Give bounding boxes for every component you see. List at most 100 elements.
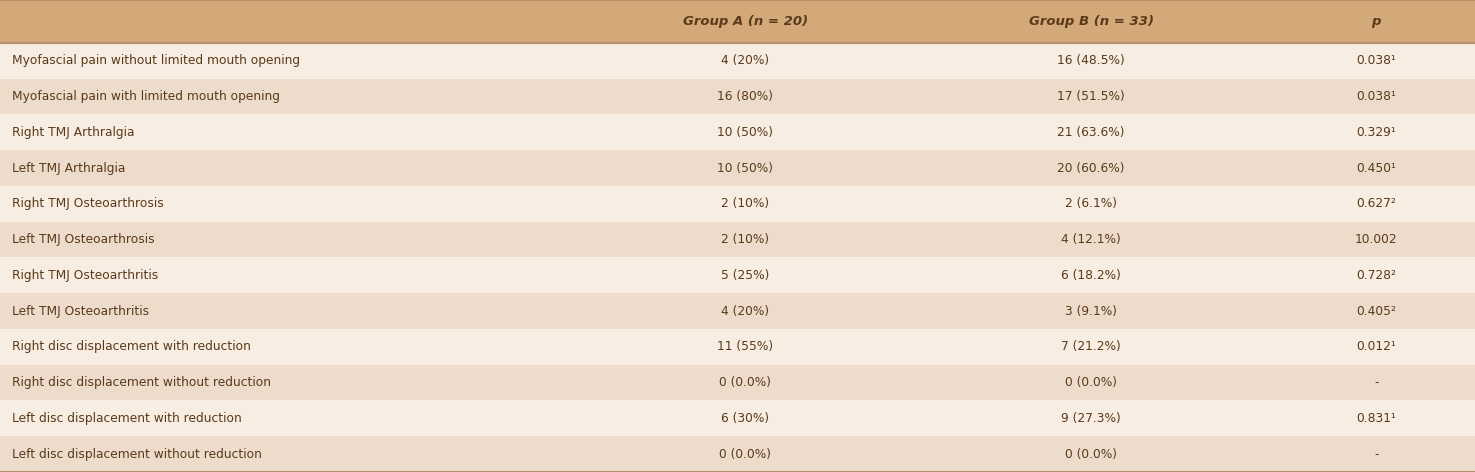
Bar [0, 400, 586, 436]
Text: 0.405²: 0.405² [1356, 304, 1397, 318]
Text: 10 (50%): 10 (50%) [717, 161, 773, 175]
Bar [0, 0, 586, 43]
Text: 0 (0.0%): 0 (0.0%) [1065, 376, 1117, 389]
Text: Left TMJ Osteoarthrosis: Left TMJ Osteoarthrosis [12, 233, 155, 246]
Bar [904, 400, 1277, 436]
Bar [0, 43, 586, 79]
Bar [904, 0, 1277, 43]
Text: -: - [1373, 376, 1379, 389]
Text: 10.002: 10.002 [1356, 233, 1397, 246]
Text: -: - [1373, 447, 1379, 461]
Bar [586, 79, 904, 114]
Bar [904, 329, 1277, 365]
Bar [904, 186, 1277, 222]
Text: Myofascial pain without limited mouth opening: Myofascial pain without limited mouth op… [12, 54, 299, 67]
Text: Left TMJ Osteoarthritis: Left TMJ Osteoarthritis [12, 304, 149, 318]
Text: 0 (0.0%): 0 (0.0%) [1065, 447, 1117, 461]
Bar [0, 293, 586, 329]
Text: 21 (63.6%): 21 (63.6%) [1058, 126, 1125, 139]
Bar [1277, 79, 1475, 114]
Bar [586, 114, 904, 150]
Text: 0 (0.0%): 0 (0.0%) [720, 447, 771, 461]
Text: 7 (21.2%): 7 (21.2%) [1061, 340, 1121, 354]
Bar [0, 257, 586, 293]
Bar [904, 43, 1277, 79]
Bar [586, 400, 904, 436]
Text: 0.450¹: 0.450¹ [1356, 161, 1397, 175]
Text: Right disc displacement without reduction: Right disc displacement without reductio… [12, 376, 271, 389]
Text: 9 (27.3%): 9 (27.3%) [1061, 412, 1121, 425]
Bar [1277, 365, 1475, 400]
Text: 17 (51.5%): 17 (51.5%) [1058, 90, 1125, 103]
Text: 4 (12.1%): 4 (12.1%) [1061, 233, 1121, 246]
Text: 0 (0.0%): 0 (0.0%) [720, 376, 771, 389]
Text: Left disc displacement without reduction: Left disc displacement without reduction [12, 447, 261, 461]
Text: Myofascial pain with limited mouth opening: Myofascial pain with limited mouth openi… [12, 90, 280, 103]
Bar [904, 222, 1277, 257]
Text: 6 (18.2%): 6 (18.2%) [1061, 269, 1121, 282]
Bar [586, 43, 904, 79]
Bar [0, 365, 586, 400]
Bar [586, 186, 904, 222]
Text: 2 (10%): 2 (10%) [721, 197, 768, 211]
Text: 0.627²: 0.627² [1357, 197, 1395, 211]
Bar [0, 186, 586, 222]
Bar [1277, 329, 1475, 365]
Text: p: p [1372, 15, 1381, 28]
Bar [904, 436, 1277, 472]
Bar [586, 257, 904, 293]
Text: 3 (9.1%): 3 (9.1%) [1065, 304, 1117, 318]
Bar [0, 114, 586, 150]
Bar [586, 365, 904, 400]
Bar [0, 79, 586, 114]
Bar [904, 150, 1277, 186]
Bar [904, 293, 1277, 329]
Bar [1277, 186, 1475, 222]
Bar [1277, 43, 1475, 79]
Text: 0.329¹: 0.329¹ [1357, 126, 1395, 139]
Text: 16 (80%): 16 (80%) [717, 90, 773, 103]
Text: 5 (25%): 5 (25%) [721, 269, 770, 282]
Text: 0.038¹: 0.038¹ [1356, 54, 1397, 67]
Bar [904, 257, 1277, 293]
Bar [0, 222, 586, 257]
Text: Left TMJ Arthralgia: Left TMJ Arthralgia [12, 161, 125, 175]
Bar [1277, 222, 1475, 257]
Bar [586, 293, 904, 329]
Text: 4 (20%): 4 (20%) [721, 54, 768, 67]
Bar [1277, 150, 1475, 186]
Text: 16 (48.5%): 16 (48.5%) [1058, 54, 1125, 67]
Bar [0, 150, 586, 186]
Bar [1277, 400, 1475, 436]
Text: 2 (6.1%): 2 (6.1%) [1065, 197, 1117, 211]
Text: 0.012¹: 0.012¹ [1357, 340, 1395, 354]
Text: 6 (30%): 6 (30%) [721, 412, 768, 425]
Bar [1277, 0, 1475, 43]
Bar [586, 0, 904, 43]
Bar [904, 114, 1277, 150]
Text: 10 (50%): 10 (50%) [717, 126, 773, 139]
Text: Right TMJ Osteoarthritis: Right TMJ Osteoarthritis [12, 269, 158, 282]
Text: 0.728²: 0.728² [1356, 269, 1397, 282]
Text: 20 (60.6%): 20 (60.6%) [1058, 161, 1125, 175]
Bar [1277, 114, 1475, 150]
Text: 2 (10%): 2 (10%) [721, 233, 768, 246]
Text: Right TMJ Arthralgia: Right TMJ Arthralgia [12, 126, 134, 139]
Text: Group B (n = 33): Group B (n = 33) [1028, 15, 1153, 28]
Bar [904, 79, 1277, 114]
Bar [904, 365, 1277, 400]
Bar [0, 329, 586, 365]
Text: Left disc displacement with reduction: Left disc displacement with reduction [12, 412, 242, 425]
Text: Right TMJ Osteoarthrosis: Right TMJ Osteoarthrosis [12, 197, 164, 211]
Bar [1277, 293, 1475, 329]
Bar [586, 222, 904, 257]
Text: Group A (n = 20): Group A (n = 20) [683, 15, 808, 28]
Text: 4 (20%): 4 (20%) [721, 304, 768, 318]
Bar [1277, 257, 1475, 293]
Text: 11 (55%): 11 (55%) [717, 340, 773, 354]
Bar [1277, 436, 1475, 472]
Bar [0, 436, 586, 472]
Bar [586, 150, 904, 186]
Text: 0.831¹: 0.831¹ [1356, 412, 1397, 425]
Bar [586, 436, 904, 472]
